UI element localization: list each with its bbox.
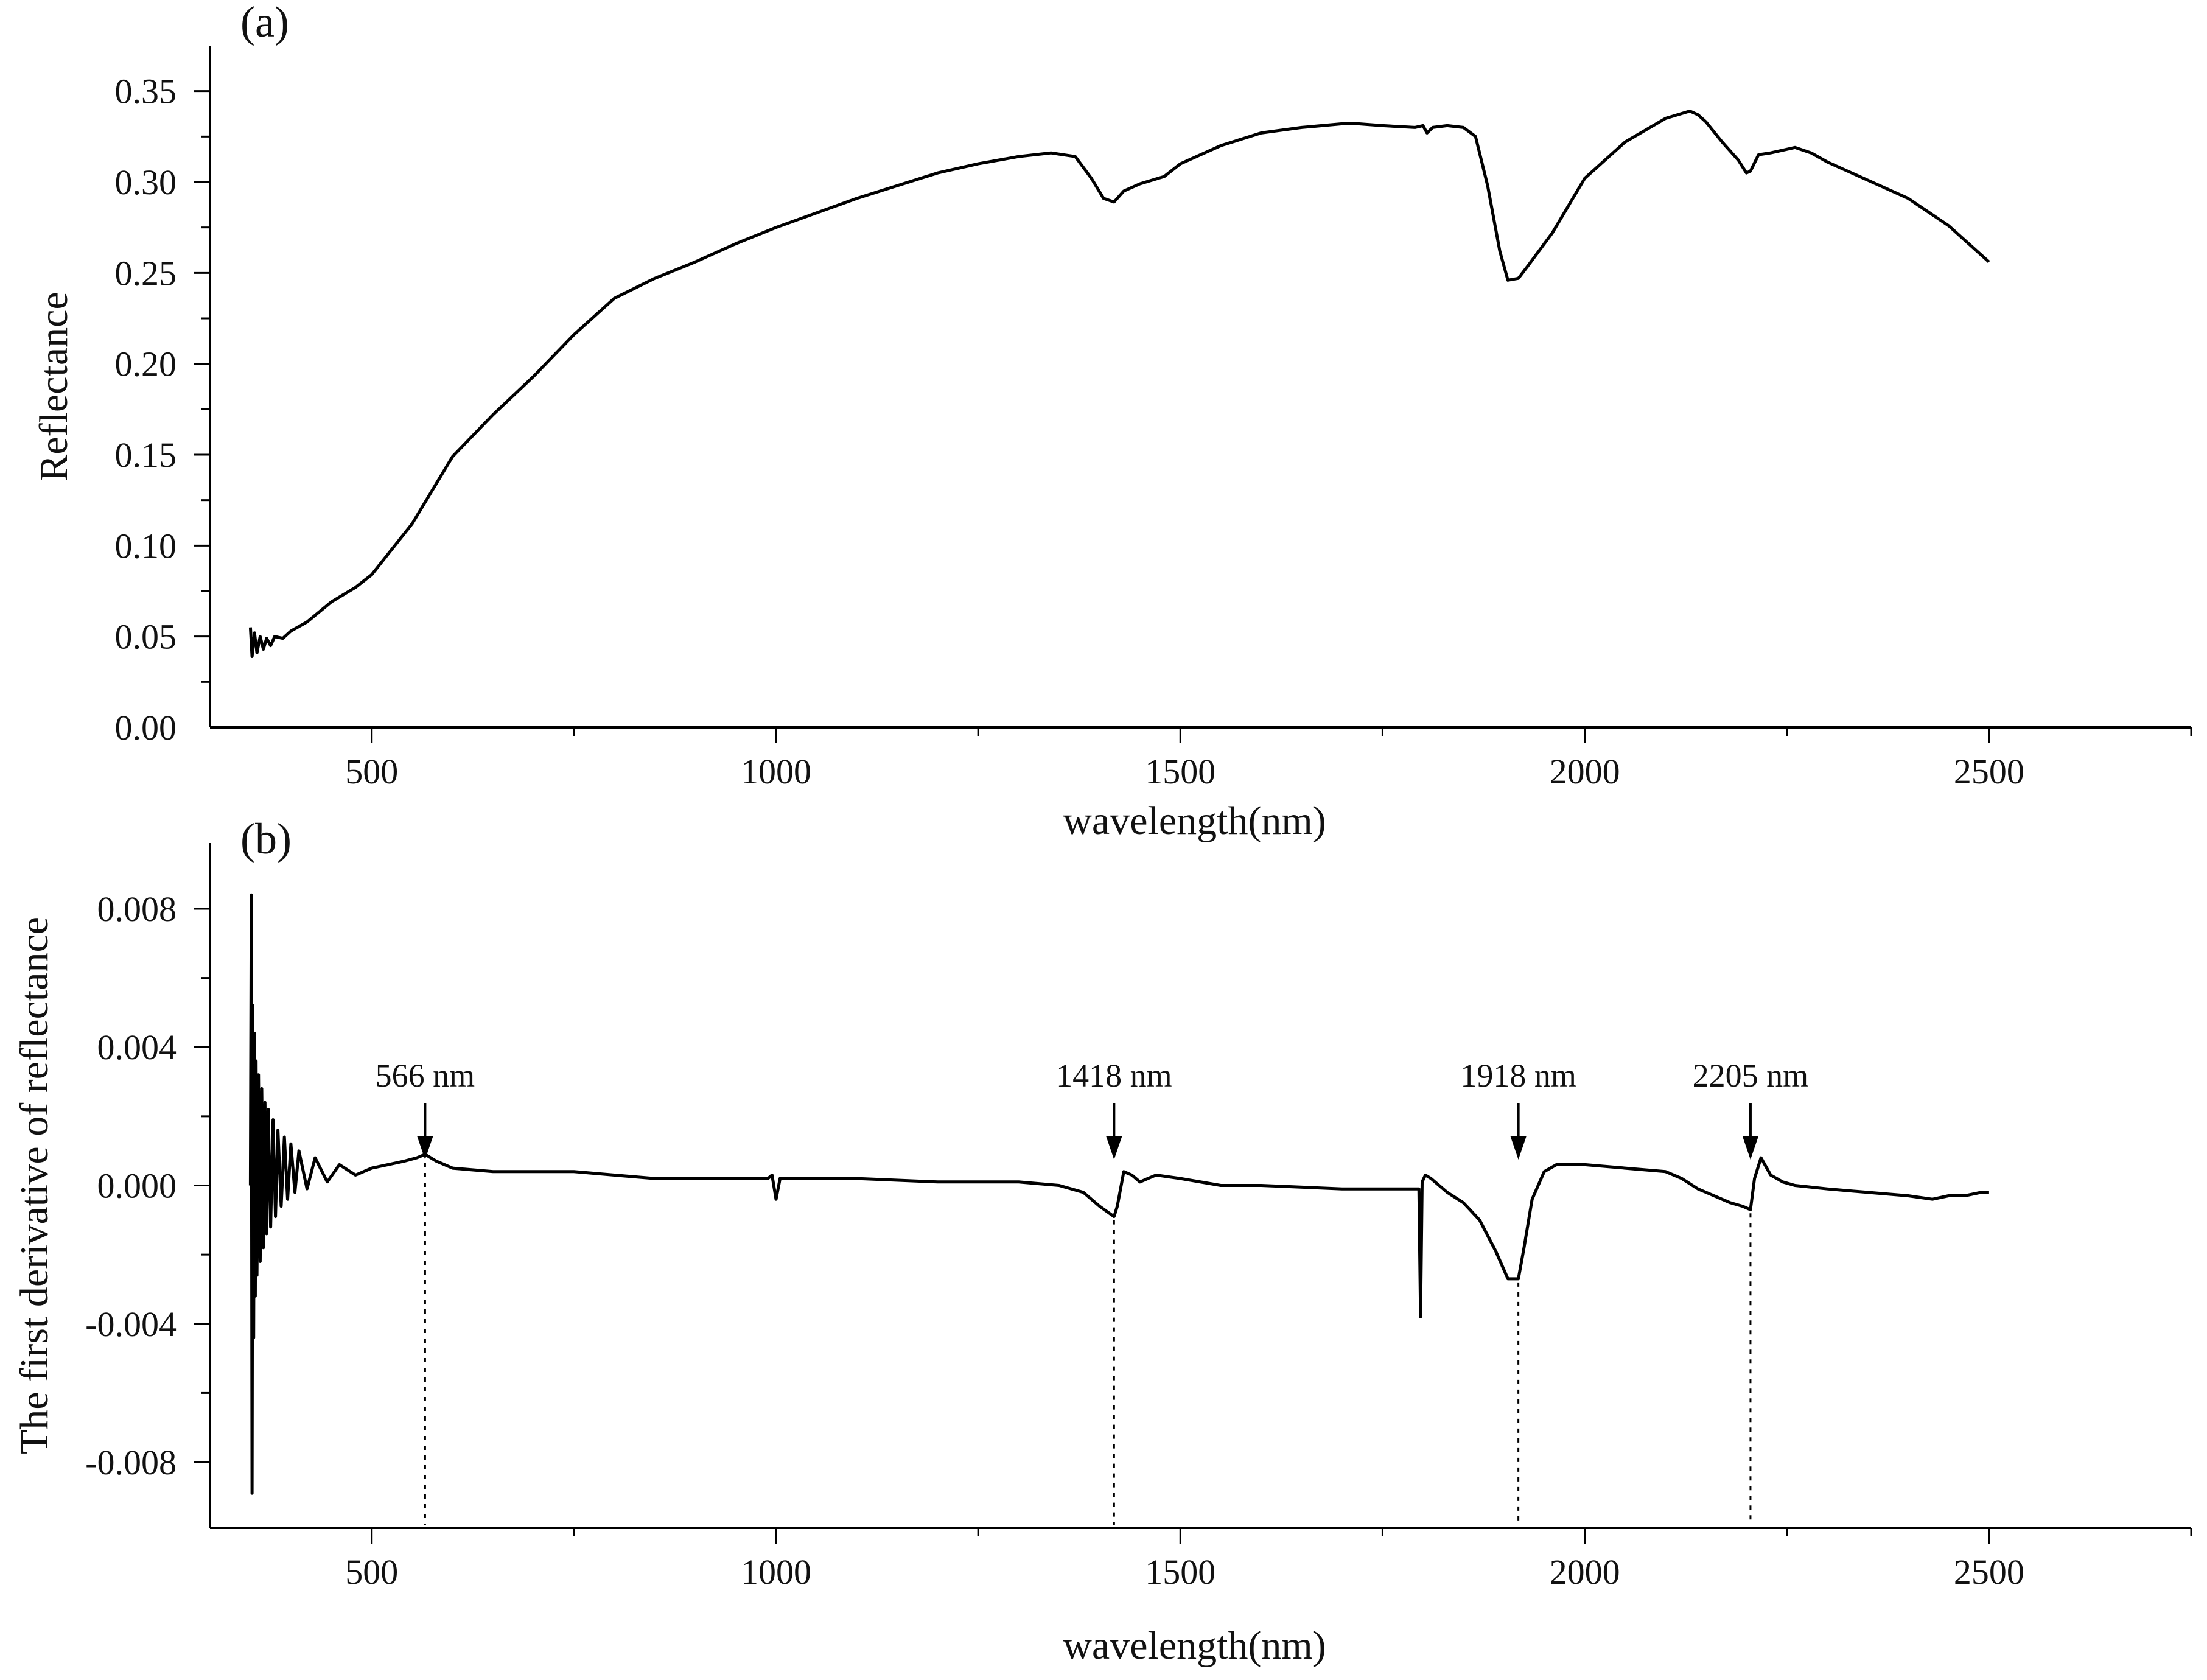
x-tick-label: 1000 [741, 1552, 811, 1592]
y-tick-label: 0.15 [115, 435, 177, 475]
annotation-arrowhead [417, 1136, 433, 1160]
y-tick-label: 0.000 [97, 1166, 177, 1206]
x-tick-label: 1500 [1145, 752, 1215, 791]
y-axis-title: The first derivative of reflectance [12, 917, 57, 1454]
panel-label: (b) [240, 814, 292, 863]
y-tick-label: 0.008 [97, 889, 177, 929]
annotation-arrowhead [1742, 1136, 1758, 1160]
x-tick-label: 2000 [1550, 1552, 1620, 1592]
chart-b-first-derivative: 500 1000 1500 2000 2500 -0.008 -0.004 0.000 0.00… [12, 814, 2192, 1668]
chart-a-reflectance: 500 1000 1500 2000 2500 0.00 0.05 0.10 0.15 0.20 0… [32, 0, 2192, 843]
y-tick-label: 0.05 [115, 617, 177, 657]
y-axis-title: Reflectance [32, 292, 76, 481]
x-axis-title: wavelength(nm) [1063, 1623, 1326, 1668]
y-tick-label: 0.35 [115, 72, 177, 111]
x-tick-label: 2000 [1550, 752, 1620, 791]
y-tick-label: 0.004 [97, 1027, 177, 1067]
x-tick-label: 2500 [1954, 752, 2024, 791]
annotation-label: 1418 nm [1056, 1057, 1172, 1094]
series-line-1 [248, 893, 1989, 1495]
y-tick-label: 0.10 [115, 526, 177, 565]
annotation-label: 1918 nm [1460, 1057, 1576, 1094]
x-axis-title: wavelength(nm) [1063, 799, 1326, 843]
x-tick-label: 500 [345, 1552, 398, 1592]
series-line-1 [248, 110, 1990, 658]
x-tick-label: 2500 [1954, 1552, 2024, 1592]
annotation-arrowhead [1106, 1136, 1122, 1160]
y-tick-label: 0.25 [115, 253, 177, 293]
annotation-label: 2205 nm [1693, 1057, 1809, 1094]
x-tick-label: 1000 [741, 752, 811, 791]
annotation-label: 566 nm [376, 1057, 475, 1094]
panel-label: (a) [240, 0, 289, 46]
x-tick-label: 500 [345, 752, 398, 791]
y-tick-label: 0.20 [115, 345, 177, 384]
y-tick-label: -0.004 [85, 1304, 177, 1344]
y-tick-label: -0.008 [85, 1443, 177, 1482]
annotation-arrowhead [1510, 1136, 1527, 1160]
x-tick-label: 1500 [1145, 1552, 1215, 1592]
y-tick-label: 0.30 [115, 163, 177, 202]
y-tick-label: 0.00 [115, 708, 177, 747]
